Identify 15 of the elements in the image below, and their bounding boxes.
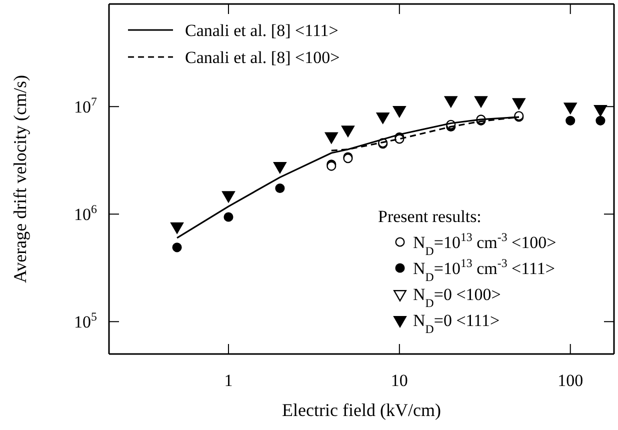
x-tick-label: 1: [224, 371, 233, 390]
y-axis-title: Average drift velocity (cm/s): [10, 74, 30, 284]
legend-label: N$_{D}$=10$^{13}$ cm$^{-3}$ <111>: [413, 256, 555, 284]
legend-label: N$_{D}$=10$^{13}$ cm$^{-3}$ <100>: [413, 230, 556, 258]
legend-title: Present results:: [378, 206, 482, 226]
legend-label: N$_{D}$=0 <100>: [413, 284, 501, 310]
legend-label: N$_{D}$=0 <111>: [413, 310, 500, 336]
legend-label: Canali et al. [8] <111>: [185, 20, 338, 40]
legend-label: Canali et al. [8] <100>: [185, 48, 340, 67]
x-tick-label: 10: [390, 371, 408, 390]
y-tick-label: 10$^{5}$: [74, 310, 98, 332]
y-tick-label: 10$^{7}$: [74, 94, 98, 117]
y-tick-label: 10$^{6}$: [74, 202, 98, 224]
x-axis-title: Electric field (kV/cm): [282, 400, 441, 420]
x-tick-label: 100: [558, 371, 584, 390]
